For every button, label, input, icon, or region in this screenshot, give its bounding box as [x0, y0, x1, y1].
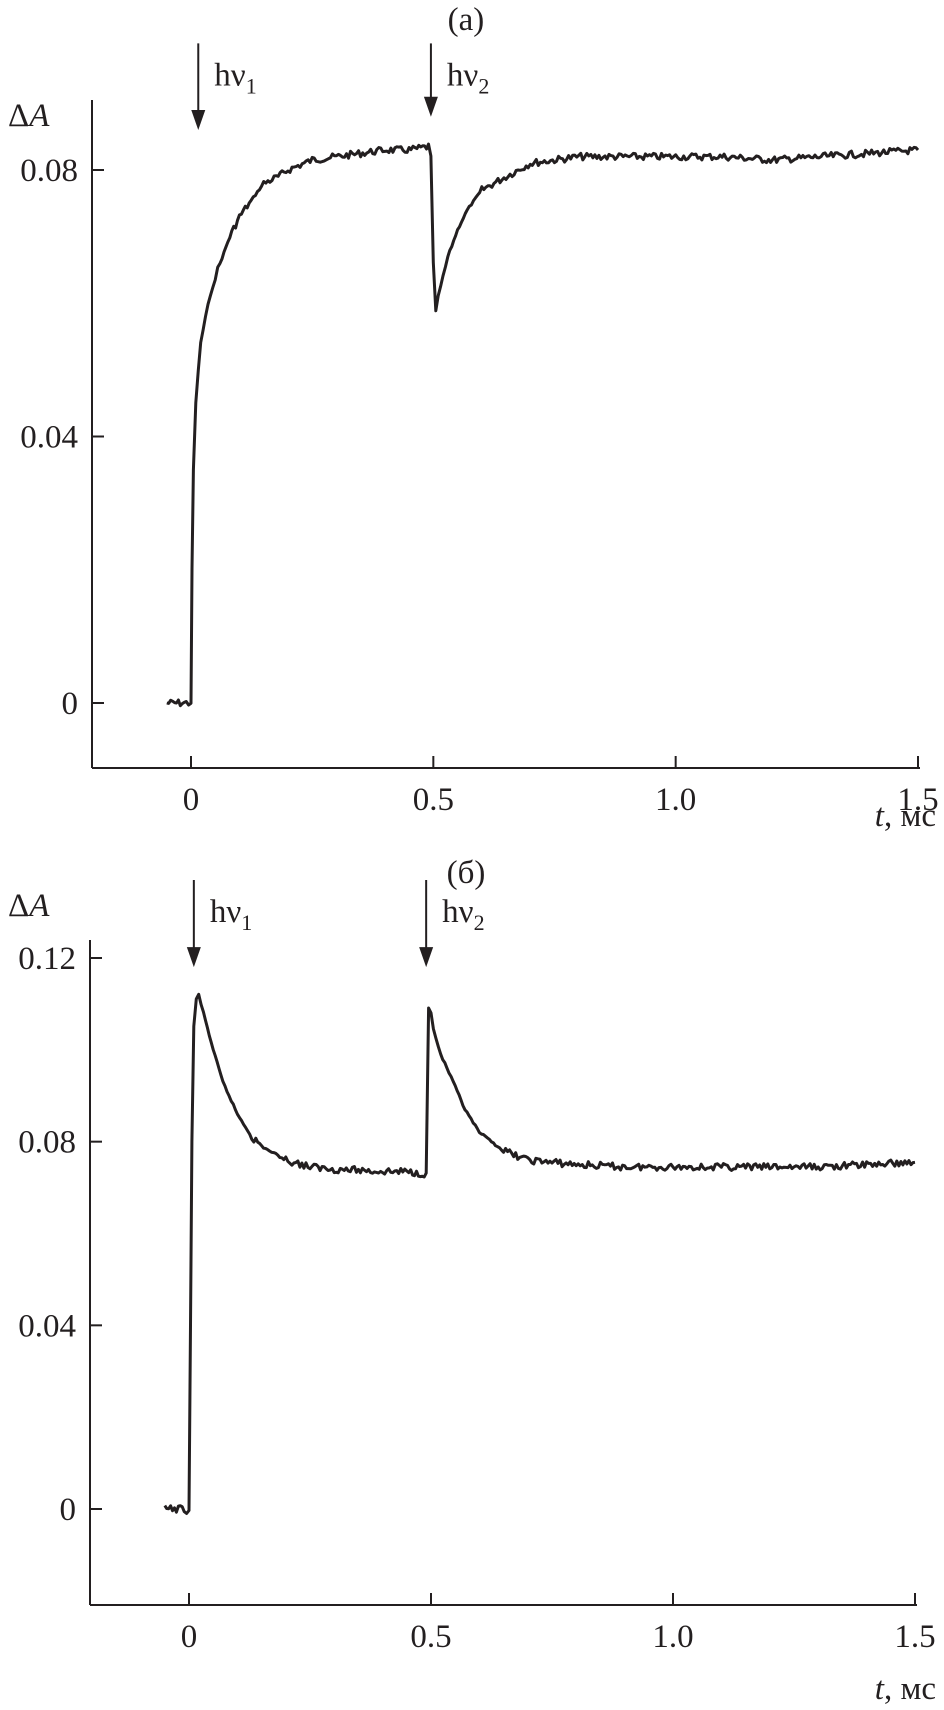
- arrow-annotation-1: hν1: [186, 879, 252, 968]
- y-tick-label: 0.08: [20, 153, 78, 189]
- arrow-annotation-1: hν1: [191, 43, 257, 131]
- x-tick-label: 0: [183, 782, 200, 818]
- chart-panel-0: 0 0.04 0.08 0 0.5 1.0 1.5 (a) ΔA t, мс hν1 hν2: [8, 2, 939, 834]
- x-tick-label: 1.5: [894, 1619, 935, 1655]
- x-tick-label: 0.5: [410, 1619, 451, 1655]
- y-tick-label: 0: [60, 1492, 77, 1528]
- chart-panel-1: 0 0.04 0.08 0.12 0 0.5 1.0 1.5 (б) ΔA t, мс hν1 hν2: [8, 855, 936, 1707]
- arrow-label: hν2: [447, 57, 489, 98]
- arrow-label: hν1: [210, 894, 252, 935]
- arrow-annotation-2: hν2: [419, 879, 485, 968]
- arrow-down-icon: [191, 110, 206, 131]
- y-tick-label: 0.04: [20, 420, 78, 456]
- x-axis-label: t, мс: [875, 1671, 936, 1707]
- y-tick-label: 0.04: [18, 1308, 76, 1344]
- panel-label: (a): [448, 2, 485, 38]
- arrow-annotation-2: hν2: [423, 43, 489, 117]
- x-tick-label: 0.5: [413, 782, 454, 818]
- y-axis-label: ΔA: [8, 888, 50, 924]
- series-line: [166, 142, 920, 708]
- arrow-down-icon: [423, 96, 438, 117]
- series-line: [163, 992, 916, 1515]
- y-tick-label: 0.12: [18, 941, 76, 977]
- arrow-down-icon: [419, 947, 434, 968]
- x-tick-label: 1.5: [897, 782, 938, 818]
- arrow-down-icon: [186, 947, 201, 968]
- panel-label: (б): [447, 855, 486, 891]
- arrow-label: hν2: [442, 894, 484, 935]
- arrow-label: hν1: [214, 57, 256, 98]
- y-axis-label: ΔA: [8, 98, 50, 134]
- x-tick-label: 1.0: [652, 1619, 693, 1655]
- x-tick-label: 1.0: [655, 782, 696, 818]
- x-tick-label: 0: [181, 1619, 198, 1655]
- x-axis-label: t, мс: [875, 798, 936, 834]
- y-tick-label: 0: [62, 686, 79, 722]
- y-tick-label: 0.08: [18, 1125, 76, 1161]
